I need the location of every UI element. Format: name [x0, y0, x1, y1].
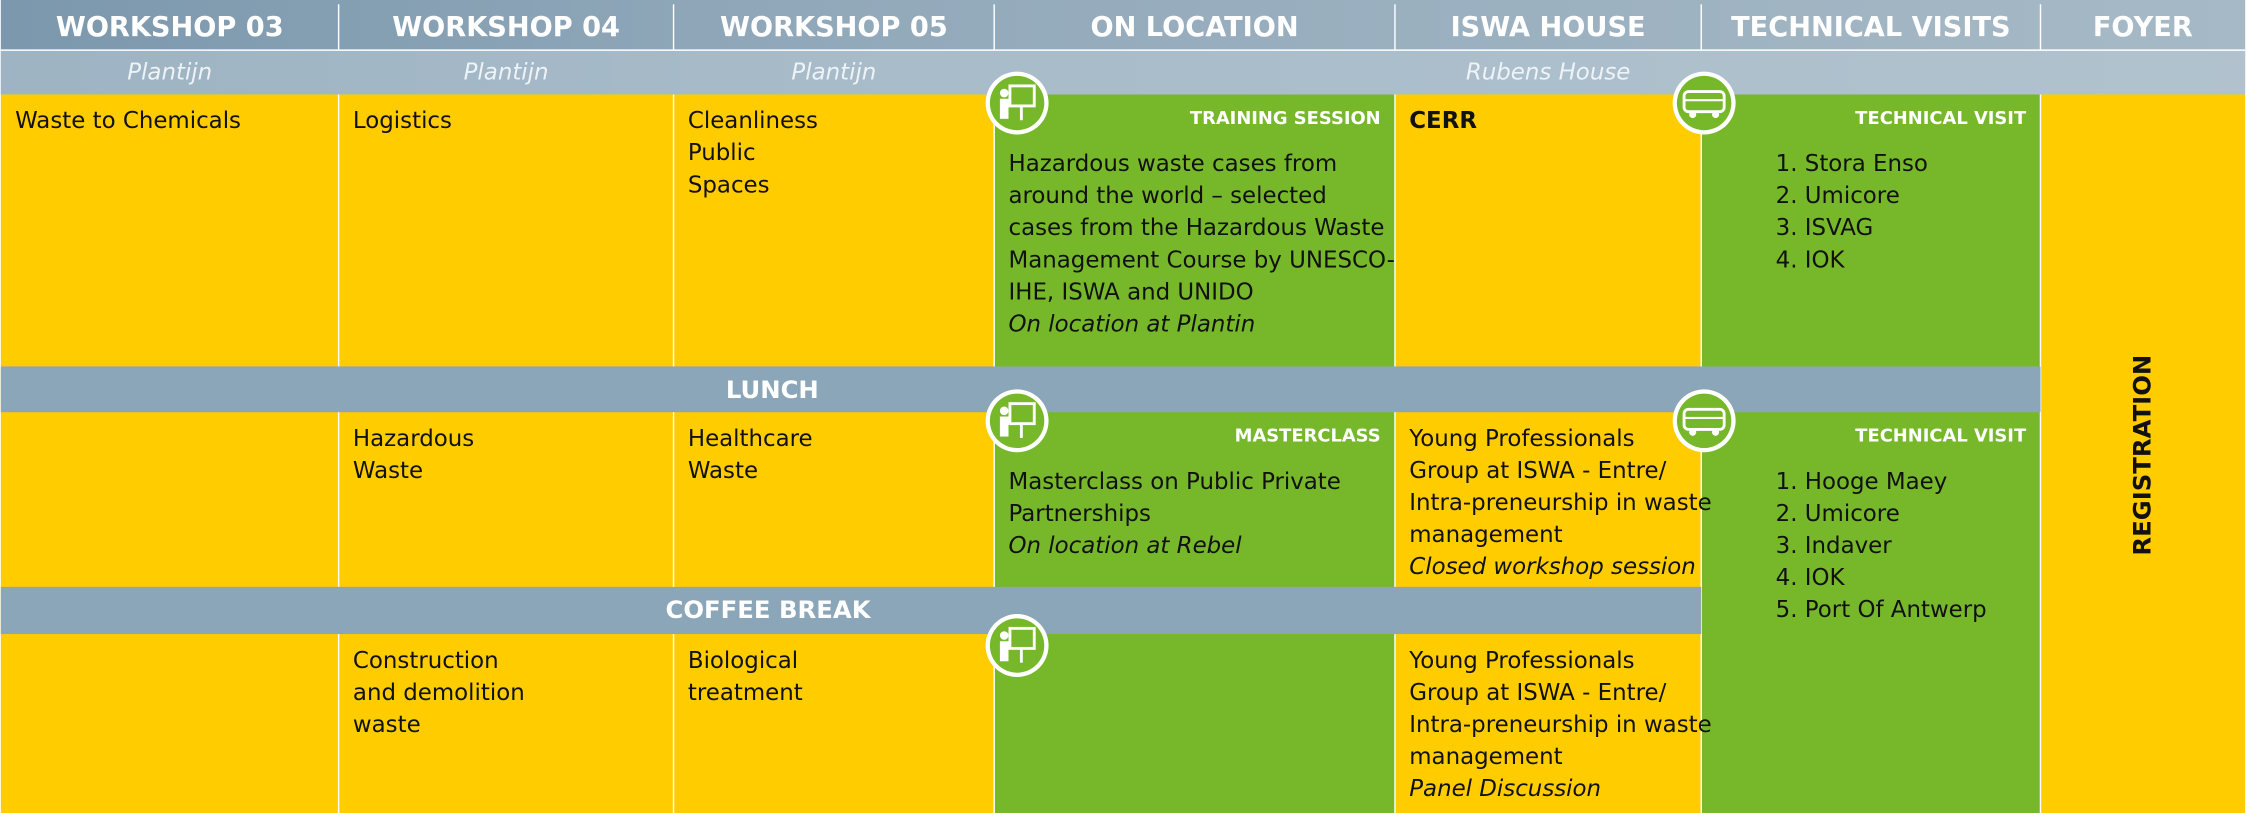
cell-text: Group at ISWA - Entre/ — [1409, 458, 1666, 484]
cell-text: Intra-preneurship in waste — [1409, 712, 1711, 738]
bus-icon — [1711, 428, 1720, 436]
visit-item: 2. Umicore — [1776, 183, 1900, 209]
bus-icon — [1682, 407, 1726, 431]
bus-icon — [1682, 90, 1726, 114]
cell-text: Young Professionals — [1408, 426, 1634, 452]
cell-text: treatment — [688, 680, 803, 706]
visit-item: 3. ISVAG — [1776, 215, 1874, 241]
presenter-icon — [999, 641, 1009, 662]
presenter-icon — [999, 406, 1009, 416]
cell-text: around the world – selected — [1008, 183, 1326, 209]
column-title: ON LOCATION — [1090, 12, 1298, 43]
cell-text: Waste — [353, 458, 423, 484]
bus-icon — [1711, 110, 1720, 119]
cell-text: Masterclass on Public Private — [1008, 469, 1340, 495]
icon-disc — [989, 393, 1045, 449]
cell-text: Logistics — [353, 108, 452, 134]
presenter-icon — [999, 88, 1009, 98]
cell-text: IHE, ISWA and UNIDO — [1008, 279, 1253, 305]
visit-item: 4. IOK — [1776, 565, 1846, 591]
cell-text: waste — [353, 712, 421, 738]
cell-text: Biological — [688, 648, 798, 674]
cell-note: Panel Discussion — [1409, 776, 1601, 802]
presenter-icon — [999, 416, 1009, 437]
visit-item: 1. Hooge Maey — [1776, 469, 1948, 495]
presenter-icon — [999, 98, 1009, 119]
session-tag: TECHNICAL VISIT — [1855, 426, 2027, 447]
bus-icon — [1689, 428, 1697, 436]
column-title: FOYER — [2093, 12, 2193, 43]
cell-note: On location at Plantin — [1008, 311, 1255, 337]
cell-text: Construction — [353, 648, 499, 674]
cell-text: management — [1409, 744, 1562, 770]
icon-disc — [989, 618, 1045, 673]
bus-icon — [1689, 110, 1697, 119]
column-title: WORKSHOP 03 — [56, 12, 284, 43]
green-column — [1701, 94, 2041, 813]
content: WORKSHOP 03 Plantijn WORKSHOP 04 Plantijn WO… — [0, 4, 2246, 813]
cell-text: Spaces — [688, 172, 770, 198]
visit-item: 2. Umicore — [1776, 501, 1900, 527]
column-location: Rubens House — [1466, 59, 1630, 85]
cell-text: cases from the Hazardous Waste — [1008, 215, 1384, 241]
visit-item: 5. Port Of Antwerp — [1776, 597, 1987, 623]
break-label: LUNCH — [726, 375, 819, 404]
cell-text: Waste to Chemicals — [15, 108, 241, 134]
session-tag: TECHNICAL VISIT — [1855, 108, 2027, 129]
visit-item: 3. Indaver — [1776, 533, 1893, 559]
cell-text: Management Course by UNESCO- — [1008, 247, 1394, 273]
cell-text: Hazardous — [353, 426, 474, 452]
cell-text: Young Professionals — [1408, 648, 1634, 674]
column-location: Plantijn — [127, 59, 212, 85]
cell-text: management — [1409, 522, 1562, 548]
cell-text: Public — [688, 140, 756, 166]
session-tag: TRAINING SESSION — [1190, 108, 1381, 129]
visit-item: 1. Stora Enso — [1776, 151, 1928, 177]
cell-text: and demolition — [353, 680, 525, 706]
column-title: WORKSHOP 05 — [720, 12, 948, 43]
column-title: WORKSHOP 04 — [392, 12, 620, 43]
cell-text: Hazardous waste cases from — [1008, 151, 1337, 177]
cell-text: Cleanliness — [688, 108, 818, 134]
cell-note: On location at Rebel — [1008, 533, 1242, 559]
icon-disc — [989, 75, 1045, 131]
cell-note: Closed workshop session — [1409, 554, 1696, 580]
cell-text: Healthcare — [688, 426, 813, 452]
cell-text: Partnerships — [1008, 501, 1150, 527]
column-title: TECHNICAL VISITS — [1731, 12, 2010, 43]
cell-text: Waste — [688, 458, 758, 484]
break-label: COFFEE BREAK — [665, 595, 871, 624]
location-band — [0, 50, 2246, 95]
foyer-label: REGISTRATION — [2128, 355, 2157, 556]
visit-item: 4. IOK — [1776, 247, 1846, 273]
column-title: ISWA HOUSE — [1451, 12, 1646, 43]
cell-text: Group at ISWA - Entre/ — [1409, 680, 1666, 706]
green-column — [994, 94, 1395, 813]
presenter-icon — [999, 631, 1009, 640]
cell-title: CERR — [1409, 108, 1477, 134]
column-location: Plantijn — [464, 59, 549, 85]
break-bar — [0, 586, 1702, 635]
cell-text: Intra-preneurship in waste — [1409, 490, 1711, 516]
session-tag: MASTERCLASS — [1235, 426, 1381, 447]
column-location: Plantijn — [791, 59, 876, 85]
